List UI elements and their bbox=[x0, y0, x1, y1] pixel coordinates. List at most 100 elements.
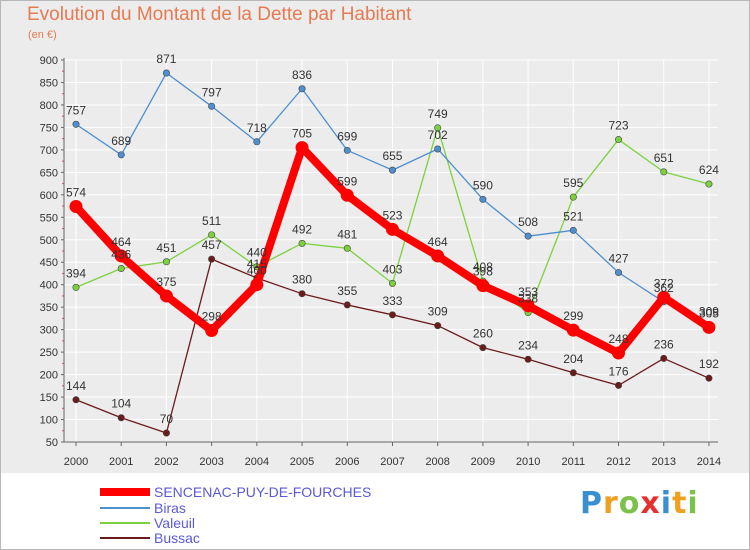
data-label: 338 bbox=[518, 292, 538, 306]
data-label: 234 bbox=[518, 338, 538, 352]
data-point bbox=[434, 322, 442, 330]
y-tick-label: 800 bbox=[40, 100, 58, 112]
data-point bbox=[524, 232, 532, 240]
data-label: 427 bbox=[609, 252, 629, 266]
data-label: 436 bbox=[111, 248, 131, 262]
y-tick-label: 400 bbox=[40, 280, 58, 292]
data-point bbox=[250, 278, 264, 292]
x-tick-label: 2007 bbox=[380, 456, 404, 468]
data-label: 705 bbox=[292, 127, 312, 141]
data-point bbox=[205, 324, 219, 338]
data-point bbox=[385, 222, 399, 236]
data-label: 333 bbox=[382, 294, 402, 308]
data-label: 236 bbox=[654, 337, 674, 351]
data-label: 595 bbox=[563, 176, 583, 190]
y-tick-label: 100 bbox=[40, 415, 58, 427]
data-point bbox=[569, 369, 577, 377]
x-tick-label: 2011 bbox=[561, 456, 585, 468]
data-label: 204 bbox=[563, 352, 583, 366]
data-point bbox=[208, 255, 216, 263]
data-label: 481 bbox=[337, 227, 357, 241]
data-label: 260 bbox=[473, 327, 493, 341]
data-point bbox=[612, 346, 626, 360]
data-point bbox=[479, 195, 487, 203]
data-label: 104 bbox=[111, 397, 131, 411]
data-point bbox=[388, 279, 396, 287]
data-point bbox=[705, 180, 713, 188]
data-point bbox=[521, 299, 535, 313]
data-point bbox=[162, 69, 170, 77]
legend-label: Valeuil bbox=[154, 515, 195, 531]
data-point bbox=[159, 289, 173, 303]
data-label: 192 bbox=[699, 357, 719, 371]
legend-item: Bussac bbox=[100, 531, 200, 545]
data-point bbox=[660, 354, 668, 362]
y-tick-label: 900 bbox=[40, 55, 58, 67]
data-label: 797 bbox=[202, 85, 222, 99]
data-label: 655 bbox=[382, 149, 402, 163]
y-tick-label: 750 bbox=[40, 122, 58, 134]
data-label: 355 bbox=[337, 284, 357, 298]
legend-swatch bbox=[100, 507, 150, 509]
data-label: 871 bbox=[156, 52, 176, 66]
data-label: 521 bbox=[563, 209, 583, 223]
legend-swatch bbox=[100, 488, 150, 496]
data-point bbox=[298, 290, 306, 298]
legend-swatch bbox=[100, 522, 150, 524]
data-point bbox=[162, 258, 170, 266]
data-label: 309 bbox=[699, 305, 719, 319]
x-tick-label: 2008 bbox=[425, 456, 449, 468]
data-point bbox=[615, 381, 623, 389]
data-label: 836 bbox=[292, 68, 312, 82]
data-label: 599 bbox=[337, 174, 357, 188]
y-tick-label: 700 bbox=[40, 145, 58, 157]
data-point bbox=[705, 374, 713, 382]
data-label: 718 bbox=[247, 121, 267, 135]
data-label: 298 bbox=[202, 310, 222, 324]
data-label: 523 bbox=[382, 208, 402, 222]
y-tick-label: 650 bbox=[40, 167, 58, 179]
y-tick-label: 450 bbox=[40, 257, 58, 269]
data-point bbox=[702, 320, 716, 334]
x-tick-label: 2013 bbox=[651, 456, 675, 468]
data-point bbox=[566, 323, 580, 337]
data-point bbox=[431, 249, 445, 263]
data-point bbox=[343, 244, 351, 252]
y-tick-label: 350 bbox=[40, 302, 58, 314]
x-tick-label: 2012 bbox=[606, 456, 630, 468]
y-tick-label: 300 bbox=[40, 325, 58, 337]
data-point bbox=[657, 290, 671, 304]
data-point bbox=[434, 124, 442, 132]
data-label: 590 bbox=[473, 178, 493, 192]
legend-swatch bbox=[100, 537, 150, 539]
proxiti-logo: Proxiti bbox=[580, 486, 699, 521]
x-tick-label: 2004 bbox=[245, 456, 269, 468]
y-tick-label: 200 bbox=[40, 370, 58, 382]
data-point bbox=[343, 301, 351, 309]
data-label: 757 bbox=[66, 103, 86, 117]
legend-label: Bussac bbox=[154, 530, 200, 546]
data-point bbox=[72, 283, 80, 291]
data-point bbox=[162, 429, 170, 437]
y-tick-label: 850 bbox=[40, 77, 58, 89]
x-tick-label: 2003 bbox=[199, 456, 223, 468]
chart-title: Evolution du Montant de la Dette par Hab… bbox=[27, 4, 412, 25]
data-label: 176 bbox=[609, 364, 629, 378]
data-label: 415 bbox=[247, 257, 267, 271]
data-label: 305 bbox=[699, 306, 719, 320]
x-tick-label: 2001 bbox=[109, 456, 133, 468]
chart-unit-label: (en €) bbox=[28, 29, 57, 41]
data-point bbox=[208, 231, 216, 239]
data-point bbox=[253, 138, 261, 146]
data-point bbox=[615, 136, 623, 144]
data-label: 398 bbox=[473, 265, 493, 279]
data-label: 400 bbox=[247, 264, 267, 278]
data-labels: 574 464 375 298 705 599 523 464 299 248 757 689 871 7… bbox=[66, 52, 719, 426]
data-point bbox=[615, 269, 623, 277]
x-tick-label: 2010 bbox=[516, 456, 540, 468]
data-label: 624 bbox=[699, 163, 719, 177]
data-point bbox=[660, 168, 668, 176]
y-tick-label: 50 bbox=[46, 437, 58, 449]
data-label: 749 bbox=[428, 107, 448, 121]
data-point bbox=[434, 145, 442, 153]
